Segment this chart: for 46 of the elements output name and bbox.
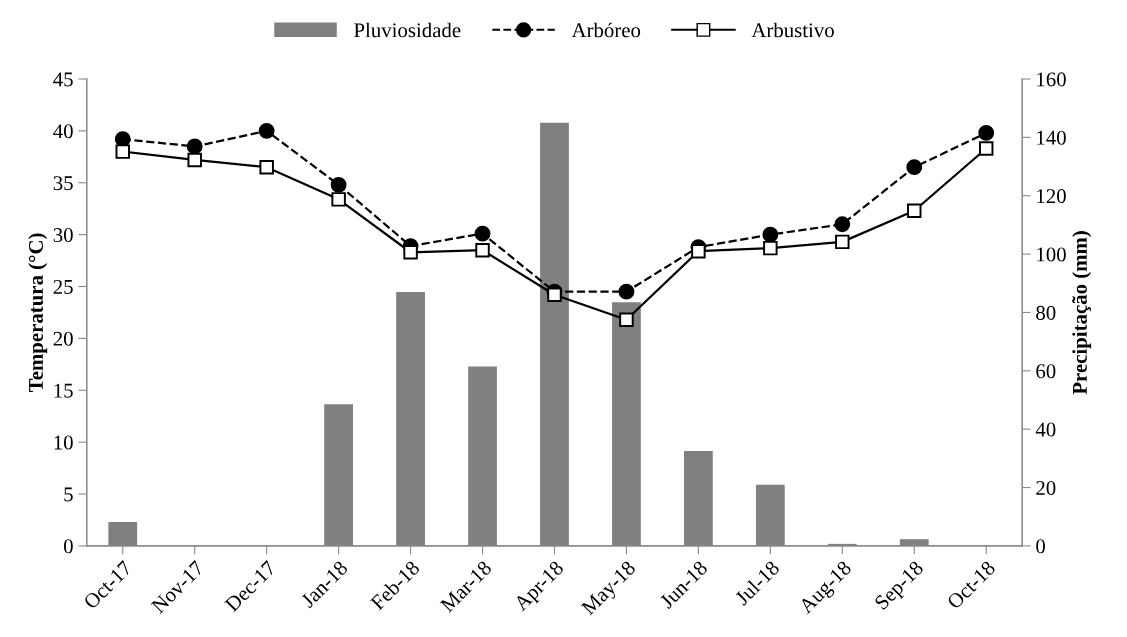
y-tick-label: 40 bbox=[53, 124, 73, 139]
legend-label: Arbustivo bbox=[751, 22, 834, 38]
y2-tick-label: 0 bbox=[1036, 539, 1046, 554]
point bbox=[474, 225, 491, 242]
point bbox=[907, 203, 922, 218]
y2-axis-title: Precipitação (mm) bbox=[1072, 231, 1092, 395]
y-tick-label: 10 bbox=[54, 435, 73, 450]
y-tick-label: 5 bbox=[64, 487, 73, 502]
legend-label: Pluviosidade bbox=[354, 22, 461, 38]
y2-tick-label: 140 bbox=[1037, 130, 1066, 145]
point bbox=[186, 138, 203, 155]
point bbox=[762, 226, 779, 243]
point bbox=[547, 287, 562, 303]
point bbox=[259, 159, 274, 175]
point bbox=[331, 192, 346, 207]
y2-tick-label: 20 bbox=[1036, 480, 1056, 495]
y-tick-label: 45 bbox=[53, 72, 73, 87]
point bbox=[619, 312, 634, 327]
point bbox=[330, 176, 347, 193]
y2-tick-label: 120 bbox=[1037, 189, 1066, 204]
y2-tick-label: 40 bbox=[1035, 422, 1056, 437]
y-tick-label: 15 bbox=[54, 383, 73, 398]
y2-tick-label: 60 bbox=[1036, 364, 1056, 379]
y-tick-label: 0 bbox=[63, 539, 73, 554]
y2-tick-label: 160 bbox=[1037, 72, 1066, 87]
point bbox=[115, 144, 130, 159]
point bbox=[258, 122, 275, 139]
point bbox=[403, 245, 418, 260]
y-tick-label: 20 bbox=[53, 331, 73, 346]
point bbox=[978, 125, 995, 141]
point bbox=[978, 141, 994, 156]
y-tick-label: 30 bbox=[53, 228, 73, 243]
y-axis-title: Temperatura (°C) bbox=[28, 233, 48, 392]
point bbox=[691, 244, 706, 259]
y2-tick-label: 80 bbox=[1036, 305, 1056, 320]
point bbox=[906, 159, 923, 176]
legend-label: Arbóreo bbox=[571, 22, 641, 38]
point bbox=[618, 283, 635, 300]
y-tick-label: 35 bbox=[53, 176, 73, 191]
point bbox=[834, 216, 851, 233]
point bbox=[475, 242, 490, 258]
y-tick-label: 25 bbox=[53, 279, 73, 294]
y2-tick-label: 100 bbox=[1037, 247, 1066, 262]
point bbox=[187, 152, 202, 168]
point bbox=[763, 240, 778, 256]
point bbox=[835, 234, 850, 250]
